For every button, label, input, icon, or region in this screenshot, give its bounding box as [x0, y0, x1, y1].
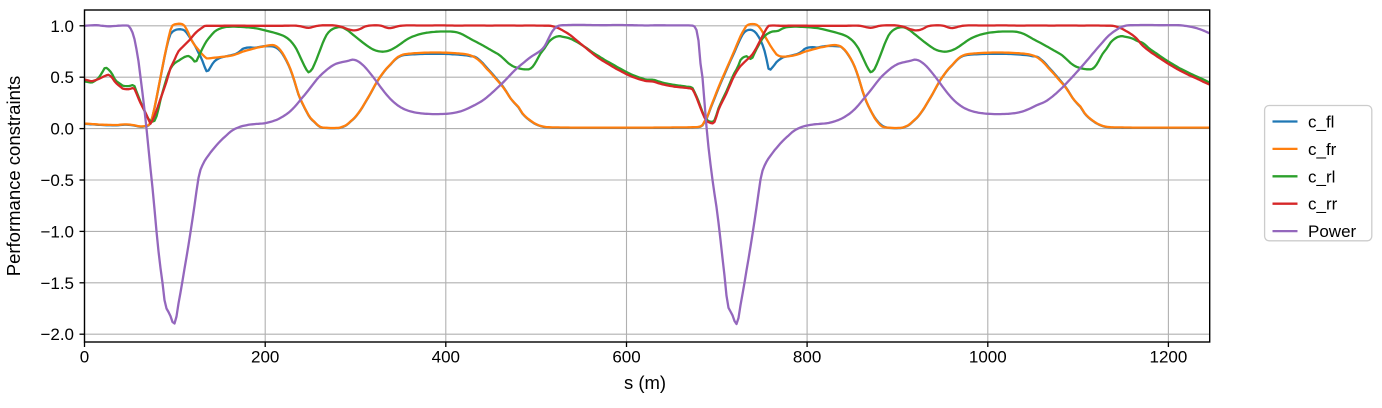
- svg-text:−1.0: −1.0: [40, 222, 74, 241]
- svg-text:−2.0: −2.0: [40, 325, 74, 344]
- svg-text:c_rr: c_rr: [1308, 195, 1338, 214]
- svg-text:0.0: 0.0: [50, 120, 74, 139]
- svg-text:−1.5: −1.5: [40, 274, 74, 293]
- svg-text:800: 800: [793, 348, 821, 367]
- svg-text:s (m): s (m): [624, 372, 666, 393]
- svg-text:1.0: 1.0: [50, 17, 74, 36]
- svg-text:600: 600: [612, 348, 640, 367]
- svg-text:1200: 1200: [1149, 348, 1187, 367]
- svg-text:c_fl: c_fl: [1308, 113, 1334, 132]
- svg-text:0: 0: [80, 348, 89, 367]
- svg-text:Performance constraints: Performance constraints: [3, 76, 24, 277]
- svg-text:200: 200: [251, 348, 279, 367]
- svg-text:1000: 1000: [969, 348, 1007, 367]
- svg-text:400: 400: [432, 348, 460, 367]
- svg-text:0.5: 0.5: [50, 68, 74, 87]
- svg-text:−0.5: −0.5: [40, 171, 74, 190]
- svg-text:c_fr: c_fr: [1308, 140, 1337, 159]
- svg-text:c_rl: c_rl: [1308, 167, 1335, 186]
- svg-text:Power: Power: [1308, 222, 1357, 241]
